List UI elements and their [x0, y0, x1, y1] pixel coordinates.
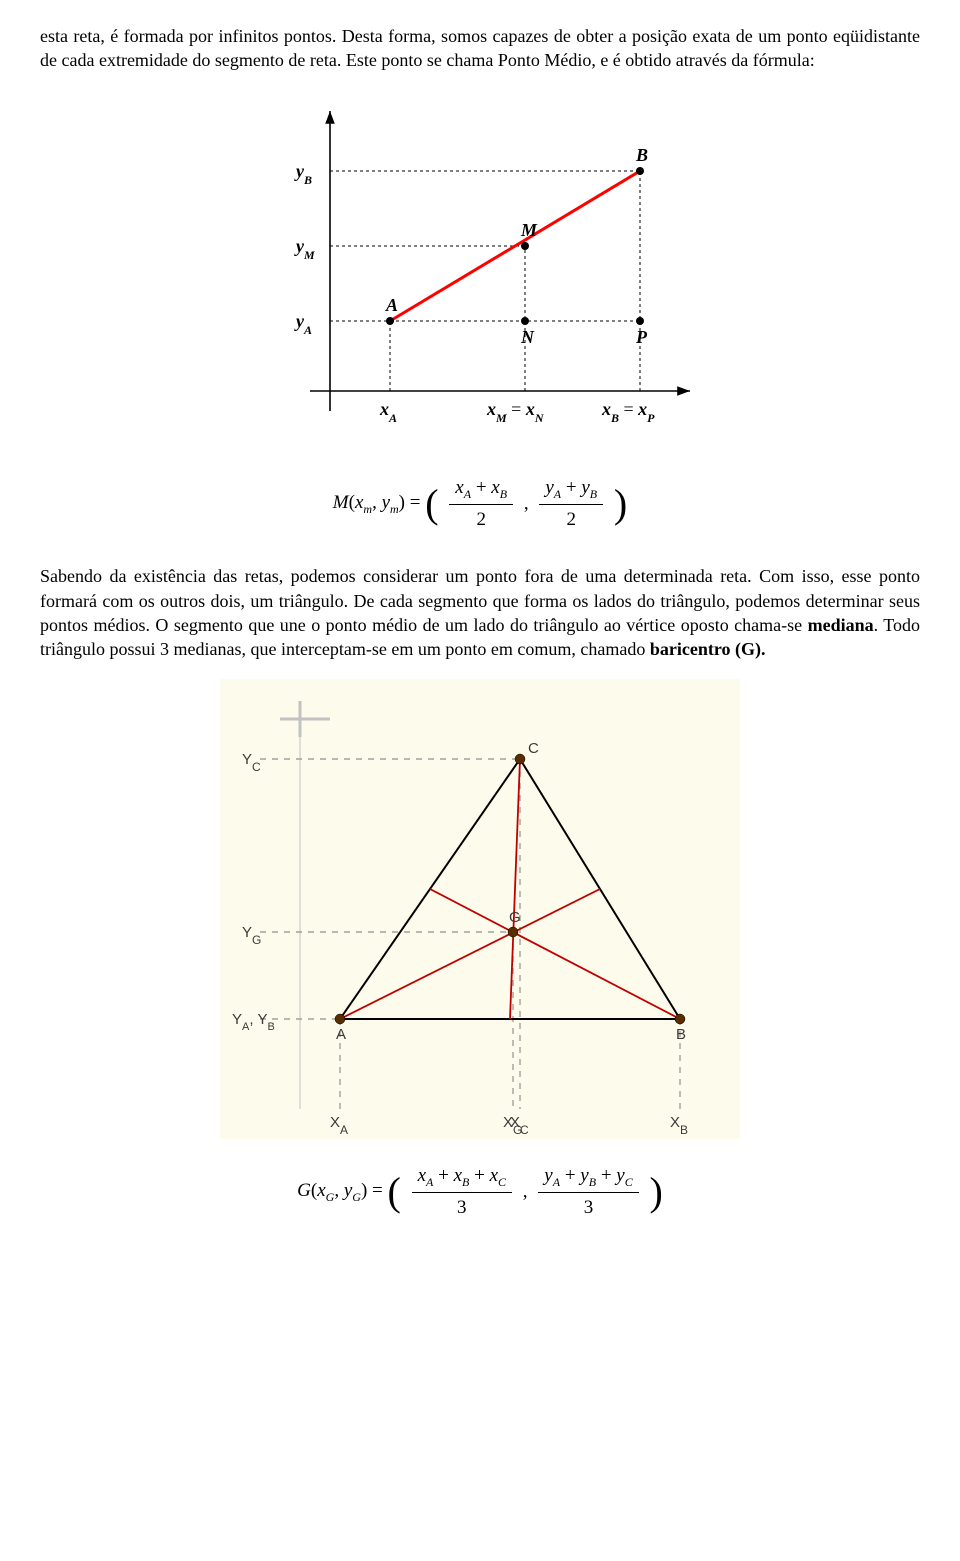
midpoint-diagram: yByMyAxAxM = xNxB = xPAMBNP	[250, 91, 710, 451]
svg-text:B: B	[676, 1026, 686, 1043]
svg-text:M: M	[520, 220, 538, 240]
barycenter-formula: G(xG, yG) = ( xA + xB + xC 3 , yA + yB +…	[40, 1163, 920, 1221]
svg-text:C: C	[528, 740, 539, 757]
svg-text:A: A	[336, 1026, 346, 1043]
svg-text:P: P	[635, 327, 648, 347]
midpoint-formula: M(xm, ym) = ( xA + xB 2 , yA + yB 2 )	[40, 475, 920, 533]
paragraph-1: esta reta, é formada por infinitos ponto…	[40, 24, 920, 73]
paragraph-2: Sabendo da existência das retas, podemos…	[40, 564, 920, 661]
barycenter-diagram: YCYGYA, YBXAXGXCXBABCG	[220, 679, 740, 1139]
svg-text:G: G	[509, 909, 521, 926]
svg-text:N: N	[520, 327, 535, 347]
svg-text:B: B	[635, 145, 648, 165]
svg-text:A: A	[385, 295, 398, 315]
